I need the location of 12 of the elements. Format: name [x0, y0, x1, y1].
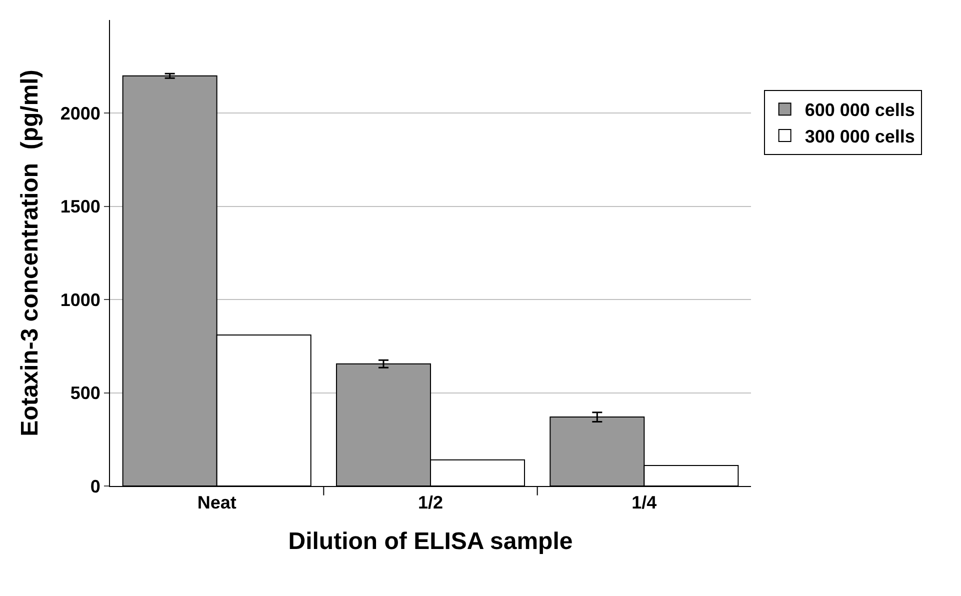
y-tick-label: 500	[70, 383, 100, 404]
x-tick-label: 1/2	[418, 492, 444, 513]
x-tick-label: 1/4	[632, 492, 657, 513]
legend-label: 300 000 cells	[804, 126, 915, 147]
y-tick-label: 2000	[60, 104, 100, 124]
x-axis-title: Dilution of ELISA sample	[288, 528, 573, 555]
legend-label: 600 000 cells	[804, 100, 915, 120]
y-tick-label: 0	[90, 476, 100, 496]
y-tick-label: 1000	[60, 290, 100, 310]
y-tick-label: 1500	[60, 196, 100, 217]
x-tick-label: Neat	[197, 492, 236, 513]
y-axis-title: Eotaxin-3 concentration (pg/ml)	[16, 70, 44, 436]
